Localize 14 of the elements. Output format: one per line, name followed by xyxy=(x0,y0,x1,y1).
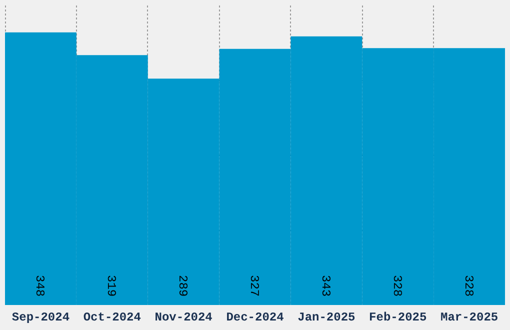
data-label: 348 xyxy=(32,275,47,297)
x-tick-label: Jan-2025 xyxy=(298,310,356,324)
x-tick-label: Nov-2024 xyxy=(154,310,212,324)
x-tick-label: Feb-2025 xyxy=(369,310,427,324)
data-label: 343 xyxy=(318,275,332,297)
x-tick-label: Mar-2025 xyxy=(440,310,498,324)
data-label: 328 xyxy=(390,275,404,297)
data-label: 289 xyxy=(176,275,190,297)
data-label: 327 xyxy=(247,275,261,297)
x-tick-label: Sep-2024 xyxy=(12,310,70,324)
data-label: 319 xyxy=(104,275,118,297)
x-tick-label: Dec-2024 xyxy=(226,310,284,324)
x-tick-label: Oct-2024 xyxy=(83,310,141,324)
data-label: 328 xyxy=(461,275,476,297)
